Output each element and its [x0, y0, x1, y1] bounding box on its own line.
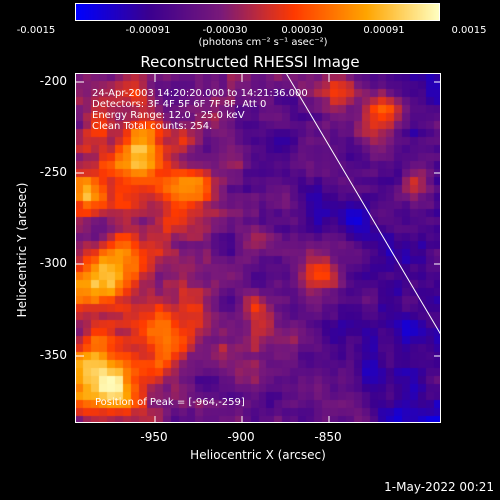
solar-limb-line: [286, 74, 440, 335]
y-tick-label: -250: [39, 165, 67, 179]
plot-title: Reconstructed RHESSI Image: [140, 53, 360, 71]
colorbar-tick-label: -0.00030: [202, 25, 248, 36]
info-energy-range: Energy Range: 12.0 - 25.0 keV: [92, 110, 245, 121]
x-tick-label: -950: [140, 430, 168, 444]
colorbar-tick-label: 0.0015: [451, 25, 487, 36]
colorbar-tick-label: 0.00030: [281, 25, 323, 36]
colorbar-tick-label: -0.0015: [16, 25, 56, 36]
plot-overlay: [76, 74, 440, 422]
info-detectors: Detectors: 3F 4F 5F 6F 7F 8F, Att 0: [92, 99, 267, 110]
colorbar-tick-label: 0.00091: [363, 25, 405, 36]
colorbar-tick-label: -0.00091: [125, 25, 171, 36]
colorbar-gradient: [75, 3, 440, 21]
rhessi-image-heatmap: [76, 74, 440, 422]
y-tick-label: -300: [39, 256, 67, 270]
y-tick-label: -350: [39, 348, 67, 362]
x-tick-label: -900: [227, 430, 255, 444]
y-axis-title: Heliocentric Y (arcsec): [15, 182, 29, 318]
x-tick-label: -850: [314, 430, 342, 444]
y-tick-label: -200: [39, 74, 67, 88]
colorbar-units: (photons cm⁻² s⁻¹ asec⁻²): [198, 37, 328, 48]
x-axis-title: Heliocentric X (arcsec): [190, 448, 326, 462]
render-timestamp: 1-May-2022 00:21: [384, 480, 494, 494]
plot-frame: [75, 73, 441, 423]
info-total-counts: Clean Total counts: 254.: [92, 121, 213, 132]
peak-position: Position of Peak = [-964,-259]: [95, 397, 245, 408]
info-time-range: 24-Apr-2003 14:20:20.000 to 14:21:36.000: [92, 88, 308, 99]
axis-ticks: [76, 74, 440, 422]
